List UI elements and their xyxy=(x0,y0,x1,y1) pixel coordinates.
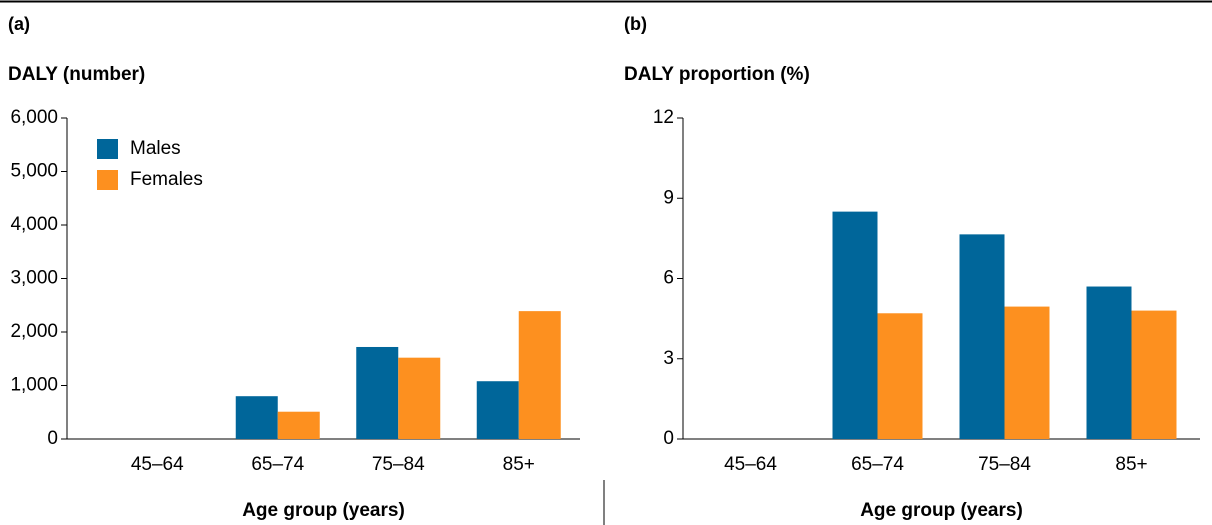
y-tick-label: 3,000 xyxy=(10,268,58,289)
bar xyxy=(356,346,399,439)
bar xyxy=(235,396,278,439)
y-tick-label: 4,000 xyxy=(10,214,58,235)
x-tick-label: 85+ xyxy=(1115,454,1147,475)
panel-label: (a) xyxy=(8,14,30,34)
y-tick-label: 0 xyxy=(663,428,674,449)
legend-label: Males xyxy=(130,138,181,159)
bar xyxy=(877,313,923,439)
y-tick-label: 5,000 xyxy=(10,161,58,182)
bar xyxy=(518,311,561,439)
legend-label: Females xyxy=(130,169,203,190)
y-tick-label: 0 xyxy=(47,428,58,449)
legend-swatch xyxy=(97,170,118,190)
bar xyxy=(277,411,320,439)
x-tick-label: 65–74 xyxy=(851,454,904,475)
x-tick-label: 85+ xyxy=(503,454,535,475)
bar xyxy=(476,381,519,439)
x-axis-title: Age group (years) xyxy=(242,500,405,521)
x-tick-label: 75–84 xyxy=(372,454,425,475)
x-tick-label: 65–74 xyxy=(251,454,304,475)
legend-swatch xyxy=(97,139,118,159)
bar xyxy=(1086,286,1132,439)
x-tick-label: 45–64 xyxy=(131,454,184,475)
x-axis-title: Age group (years) xyxy=(860,500,1023,521)
x-tick-label: 45–64 xyxy=(724,454,777,475)
bar xyxy=(1131,310,1177,439)
y-tick-label: 6,000 xyxy=(10,107,58,128)
y-tick-label: 12 xyxy=(653,107,674,128)
y-tick-label: 9 xyxy=(663,187,674,208)
y-tick-label: 6 xyxy=(663,268,674,289)
bar xyxy=(959,234,1005,439)
y-tick-label: 1,000 xyxy=(10,375,58,396)
y-tick-label: 3 xyxy=(663,348,674,369)
bar xyxy=(398,357,441,439)
bar xyxy=(832,211,878,439)
x-tick-label: 75–84 xyxy=(978,454,1031,475)
panel-label: (b) xyxy=(624,14,647,34)
y-tick-label: 2,000 xyxy=(10,321,58,342)
y-axis-title: DALY proportion (%) xyxy=(624,64,810,85)
y-axis-title: DALY (number) xyxy=(8,64,145,85)
bar xyxy=(1004,306,1050,439)
